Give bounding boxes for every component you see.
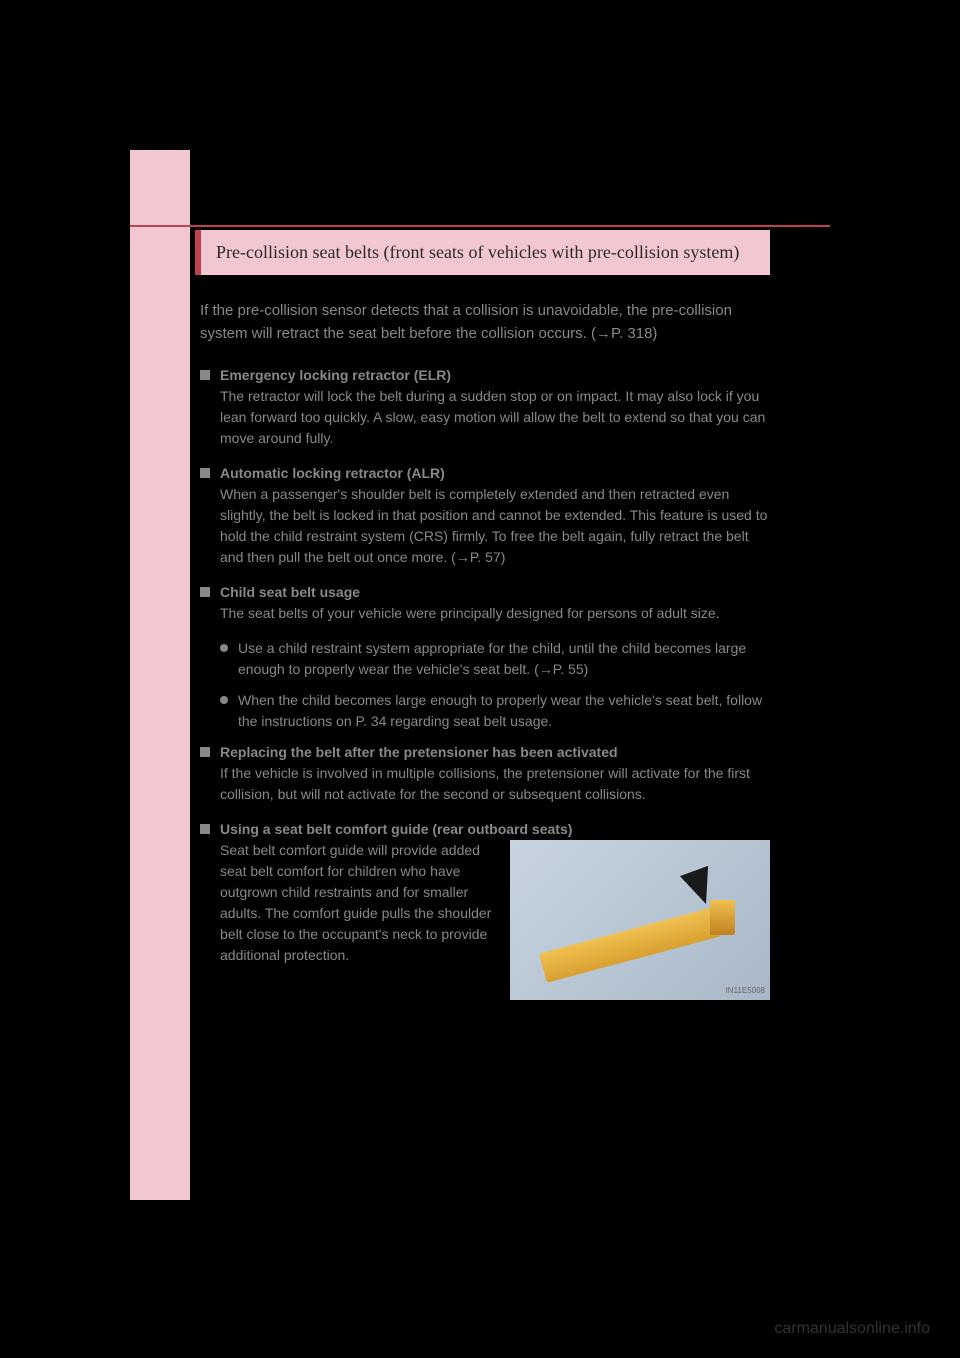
content-area: If the pre-collision sensor detects that… — [200, 300, 770, 1014]
section-pretensioner: Replacing the belt after the pretensione… — [200, 742, 770, 805]
section-body: If the vehicle is involved in multiple c… — [220, 765, 750, 802]
section-title: Replacing the belt after the pretensione… — [220, 744, 618, 760]
round-bullet-icon — [220, 644, 228, 652]
intro-paragraph: If the pre-collision sensor detects that… — [200, 300, 770, 345]
section-alr: Automatic locking retractor (ALR) When a… — [200, 463, 770, 568]
section-child-seat: Child seat belt usage The seat belts of … — [200, 582, 770, 624]
square-bullet-icon — [200, 370, 210, 380]
section-banner: Pre-collision seat belts (front seats of… — [195, 230, 770, 275]
section-text: Replacing the belt after the pretensione… — [220, 742, 770, 805]
section-title: Child seat belt usage — [220, 584, 360, 600]
sub-item-text: When the child becomes large enough to p… — [238, 690, 770, 732]
sub-item: When the child becomes large enough to p… — [220, 690, 770, 732]
round-bullet-icon — [220, 696, 228, 704]
section-text: Using a seat belt comfort guide (rear ou… — [220, 819, 770, 1000]
section-body: When a passenger's shoulder belt is comp… — [220, 486, 767, 565]
section-body: The seat belts of your vehicle were prin… — [220, 605, 720, 621]
section-text: Emergency locking retractor (ELR) The re… — [220, 365, 770, 449]
header-divider — [130, 225, 830, 227]
watermark: carmanualsonline.info — [774, 1320, 930, 1338]
section-title: Using a seat belt comfort guide (rear ou… — [220, 821, 572, 837]
section-text: Automatic locking retractor (ALR) When a… — [220, 463, 770, 568]
section-body: The retractor will lock the belt during … — [220, 388, 765, 446]
section-comfort-guide: Using a seat belt comfort guide (rear ou… — [200, 819, 770, 1000]
section-title: Automatic locking retractor (ALR) — [220, 465, 445, 481]
square-bullet-icon — [200, 587, 210, 597]
banner-title: Pre-collision seat belts (front seats of… — [216, 240, 755, 265]
sub-item-text: Use a child restraint system appropriate… — [238, 638, 770, 680]
square-bullet-icon — [200, 468, 210, 478]
section-text: Child seat belt usage The seat belts of … — [220, 582, 720, 624]
section-elr: Emergency locking retractor (ELR) The re… — [200, 365, 770, 449]
square-bullet-icon — [200, 824, 210, 834]
buckle-graphic — [710, 900, 735, 935]
two-column-layout: Seat belt comfort guide will provide add… — [220, 840, 770, 1000]
page-sidebar — [130, 150, 190, 1200]
sub-item: Use a child restraint system appropriate… — [220, 638, 770, 680]
section-title: Emergency locking retractor (ELR) — [220, 367, 451, 383]
belt-graphic — [539, 907, 721, 983]
image-label: IN11E5008 — [726, 985, 765, 997]
square-bullet-icon — [200, 747, 210, 757]
column-text: Seat belt comfort guide will provide add… — [220, 840, 495, 966]
seat-belt-illustration: IN11E5008 — [510, 840, 770, 1000]
